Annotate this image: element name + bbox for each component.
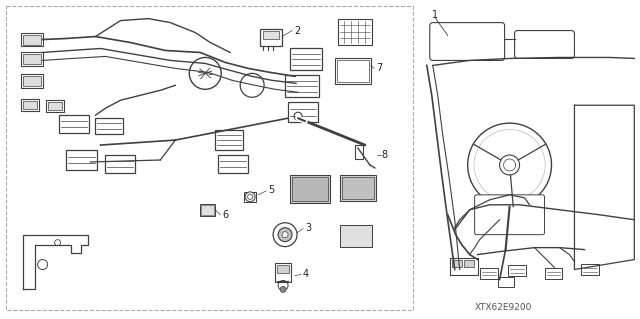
Bar <box>340 225 372 247</box>
Bar <box>20 74 43 88</box>
Bar <box>452 260 461 267</box>
Bar <box>95 118 124 134</box>
Bar <box>355 145 363 159</box>
FancyBboxPatch shape <box>430 23 504 60</box>
Bar <box>20 33 43 47</box>
Bar <box>22 76 40 86</box>
Bar <box>45 100 63 112</box>
Bar <box>285 75 319 97</box>
Text: 7: 7 <box>376 63 382 73</box>
Circle shape <box>278 228 292 241</box>
Bar <box>292 177 328 201</box>
Text: 6: 6 <box>222 210 228 220</box>
Bar <box>6 6 413 310</box>
Circle shape <box>474 130 545 201</box>
Circle shape <box>273 223 297 247</box>
Circle shape <box>294 112 302 120</box>
Circle shape <box>500 155 520 175</box>
Bar <box>22 55 40 64</box>
FancyBboxPatch shape <box>515 31 575 58</box>
Bar <box>244 192 256 202</box>
Bar <box>263 31 279 39</box>
Bar <box>338 19 372 45</box>
Bar <box>464 260 474 267</box>
Bar <box>508 264 525 277</box>
Bar <box>200 204 215 216</box>
Bar <box>498 278 513 287</box>
Text: 5: 5 <box>268 185 275 195</box>
Bar <box>215 130 243 150</box>
Bar <box>450 257 477 276</box>
Bar <box>65 150 97 170</box>
Text: 1: 1 <box>432 10 438 20</box>
Circle shape <box>280 286 286 293</box>
Bar <box>59 115 88 133</box>
Bar <box>335 58 371 84</box>
Bar <box>340 175 376 201</box>
Text: 2: 2 <box>294 26 300 35</box>
Text: 3: 3 <box>305 223 311 233</box>
Circle shape <box>248 194 253 199</box>
Bar <box>106 155 136 173</box>
Polygon shape <box>575 105 634 270</box>
Bar <box>22 101 36 109</box>
Circle shape <box>54 240 61 246</box>
Bar <box>479 268 498 279</box>
Bar <box>342 177 374 199</box>
Bar <box>581 263 600 276</box>
Text: 4: 4 <box>303 270 309 279</box>
Bar <box>275 263 291 282</box>
Circle shape <box>468 123 552 207</box>
Bar <box>277 264 289 272</box>
Bar <box>20 52 43 66</box>
Bar <box>290 48 322 70</box>
Text: XTX62E9200: XTX62E9200 <box>475 303 532 312</box>
Bar <box>22 34 40 45</box>
Bar <box>20 99 38 111</box>
Bar <box>201 205 214 215</box>
Bar <box>337 60 369 82</box>
Bar <box>47 102 61 110</box>
Bar <box>290 175 330 203</box>
Circle shape <box>240 73 264 97</box>
Bar <box>545 268 563 279</box>
Circle shape <box>245 192 255 202</box>
FancyBboxPatch shape <box>475 195 545 235</box>
Bar <box>288 102 318 122</box>
Text: 8: 8 <box>382 150 388 160</box>
Bar <box>218 155 248 173</box>
Circle shape <box>278 280 288 290</box>
Circle shape <box>189 57 221 89</box>
Circle shape <box>38 260 47 270</box>
Bar <box>260 29 282 47</box>
Circle shape <box>282 232 288 238</box>
